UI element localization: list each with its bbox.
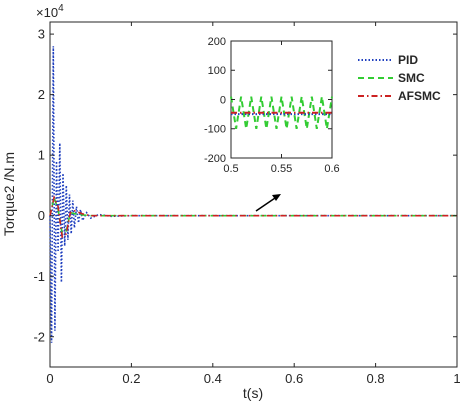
- inset-x-ticks: 0.5 0.55 0.6: [223, 41, 340, 175]
- inset-plot: 0.5 0.55 0.6 -200 -100 0 100 200: [204, 36, 340, 175]
- legend-pid-label: PID: [398, 53, 418, 67]
- main-x-tick-label: 0.8: [367, 371, 385, 386]
- main-y-tick-label: -1: [33, 269, 45, 284]
- inset-y-tick-label: 100: [208, 65, 226, 77]
- main-y-ticks: -2 -1 0 1 2 3: [33, 27, 457, 344]
- legend-afsmc-label: AFSMC: [398, 89, 441, 103]
- inset-y-tick-label: 200: [208, 36, 226, 48]
- main-series-afsmc-line: [49, 194, 457, 239]
- inset-x-tick-label: 0.6: [324, 163, 339, 175]
- inset-x-tick-label: 0.55: [271, 163, 292, 175]
- main-x-ticks: 0 0.2 0.4 0.6 0.8 1: [46, 22, 461, 386]
- main-series-layer: [49, 46, 457, 343]
- zoom-arrow: [255, 194, 281, 212]
- inset-series-layer: [230, 96, 333, 129]
- main-x-tick-label: 0.6: [285, 371, 303, 386]
- main-x-tick-label: 1: [453, 371, 460, 386]
- main-y-tick-label: 0: [38, 208, 45, 223]
- inset-series-smc-line: [230, 96, 333, 129]
- main-y-tick-label: -2: [33, 329, 45, 344]
- legend-smc-label: SMC: [398, 71, 425, 85]
- inset-x-tick-label: 0.5: [223, 163, 238, 175]
- legend: PID SMC AFSMC: [358, 53, 441, 103]
- y-multiplier-exponent: 4: [58, 3, 64, 14]
- y-axis-label: Torque2 /N.m: [1, 152, 17, 236]
- main-y-tick-label: 1: [38, 148, 45, 163]
- y-multiplier-label: ×104: [36, 3, 64, 20]
- inset-y-tick-label: -100: [204, 124, 226, 136]
- inset-y-ticks: -200 -100 0 100 200: [204, 36, 332, 165]
- main-x-tick-label: 0: [46, 371, 53, 386]
- x-axis-label: t(s): [243, 385, 263, 401]
- inset-y-tick-label: -200: [204, 153, 226, 165]
- main-x-tick-label: 0.2: [122, 371, 140, 386]
- main-y-tick-label: 3: [38, 27, 45, 42]
- main-y-tick-label: 2: [38, 87, 45, 102]
- main-x-tick-label: 0.4: [204, 371, 222, 386]
- inset-y-tick-label: 0: [220, 94, 226, 106]
